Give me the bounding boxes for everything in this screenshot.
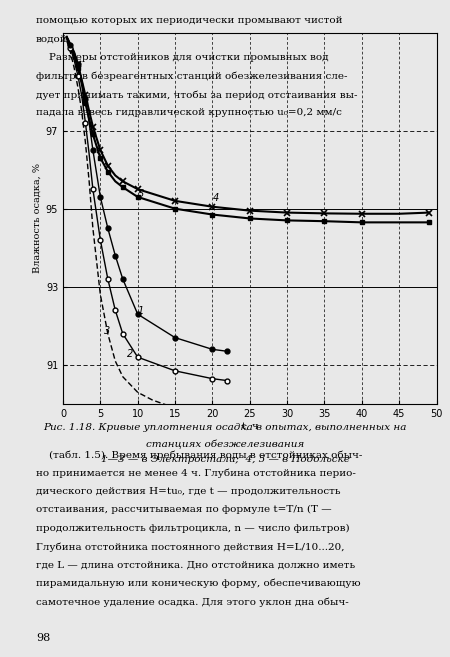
Text: Глубина отстойника постоянного действия H=L/10...20,: Глубина отстойника постоянного действия … xyxy=(36,542,345,551)
Text: самотечное удаление осадка. Для этого уклон дна обыч-: самотечное удаление осадка. Для этого ук… xyxy=(36,597,349,606)
Text: 3: 3 xyxy=(104,326,110,336)
Text: 1: 1 xyxy=(138,306,144,316)
Text: отстаивания, рассчитываемая по формуле t=T/n (T —: отстаивания, рассчитываемая по формуле t… xyxy=(36,505,332,514)
Y-axis label: Влажность осадка, %: Влажность осадка, % xyxy=(32,164,41,273)
Text: Размеры отстойников для очистки промывных вод: Размеры отстойников для очистки промывны… xyxy=(36,53,328,62)
Text: дического действия H=tu₀, где t — продолжительность: дического действия H=tu₀, где t — продол… xyxy=(36,487,341,496)
Text: дует принимать такими, чтобы за период отстаивания вы-: дует принимать такими, чтобы за период о… xyxy=(36,90,357,99)
Text: где L — длина отстойника. Дно отстойника должно иметь: где L — длина отстойника. Дно отстойника… xyxy=(36,560,355,570)
Text: 1—3 — в Электростали;  4, 5 — в Подольске: 1—3 — в Электростали; 4, 5 — в Подольске xyxy=(100,455,350,464)
Text: 98: 98 xyxy=(36,633,50,643)
Text: 5: 5 xyxy=(138,189,144,199)
Text: 2: 2 xyxy=(126,349,133,359)
Text: станциях обезжелезивания: станциях обезжелезивания xyxy=(146,440,304,449)
Text: водой.: водой. xyxy=(36,35,71,44)
Text: помощью которых их периодически промывают чистой: помощью которых их периодически промываю… xyxy=(36,16,342,26)
Text: пирамидальную или коническую форму, обеспечивающую: пирамидальную или коническую форму, обес… xyxy=(36,579,360,588)
Text: фильтров безреагентных станций обезжелезивания сле-: фильтров безреагентных станций обезжелез… xyxy=(36,72,347,81)
Text: продолжительность фильтроцикла, n — число фильтров): продолжительность фильтроцикла, n — числ… xyxy=(36,524,350,533)
Text: (табл. 1.5). Время пребывания воды в отстойниках обыч-: (табл. 1.5). Время пребывания воды в отс… xyxy=(36,450,362,459)
Text: 4: 4 xyxy=(212,193,219,203)
X-axis label: t, ч: t, ч xyxy=(242,422,258,431)
Text: но принимается не менее 4 ч. Глубина отстойника перио-: но принимается не менее 4 ч. Глубина отс… xyxy=(36,468,356,478)
Text: падала взвесь гидравлической крупностью u₀=0,2 мм/с: падала взвесь гидравлической крупностью … xyxy=(36,108,342,118)
Text: Рис. 1.18. Кривые уплотнения осадка в опытах, выполненных на: Рис. 1.18. Кривые уплотнения осадка в оп… xyxy=(43,423,407,432)
